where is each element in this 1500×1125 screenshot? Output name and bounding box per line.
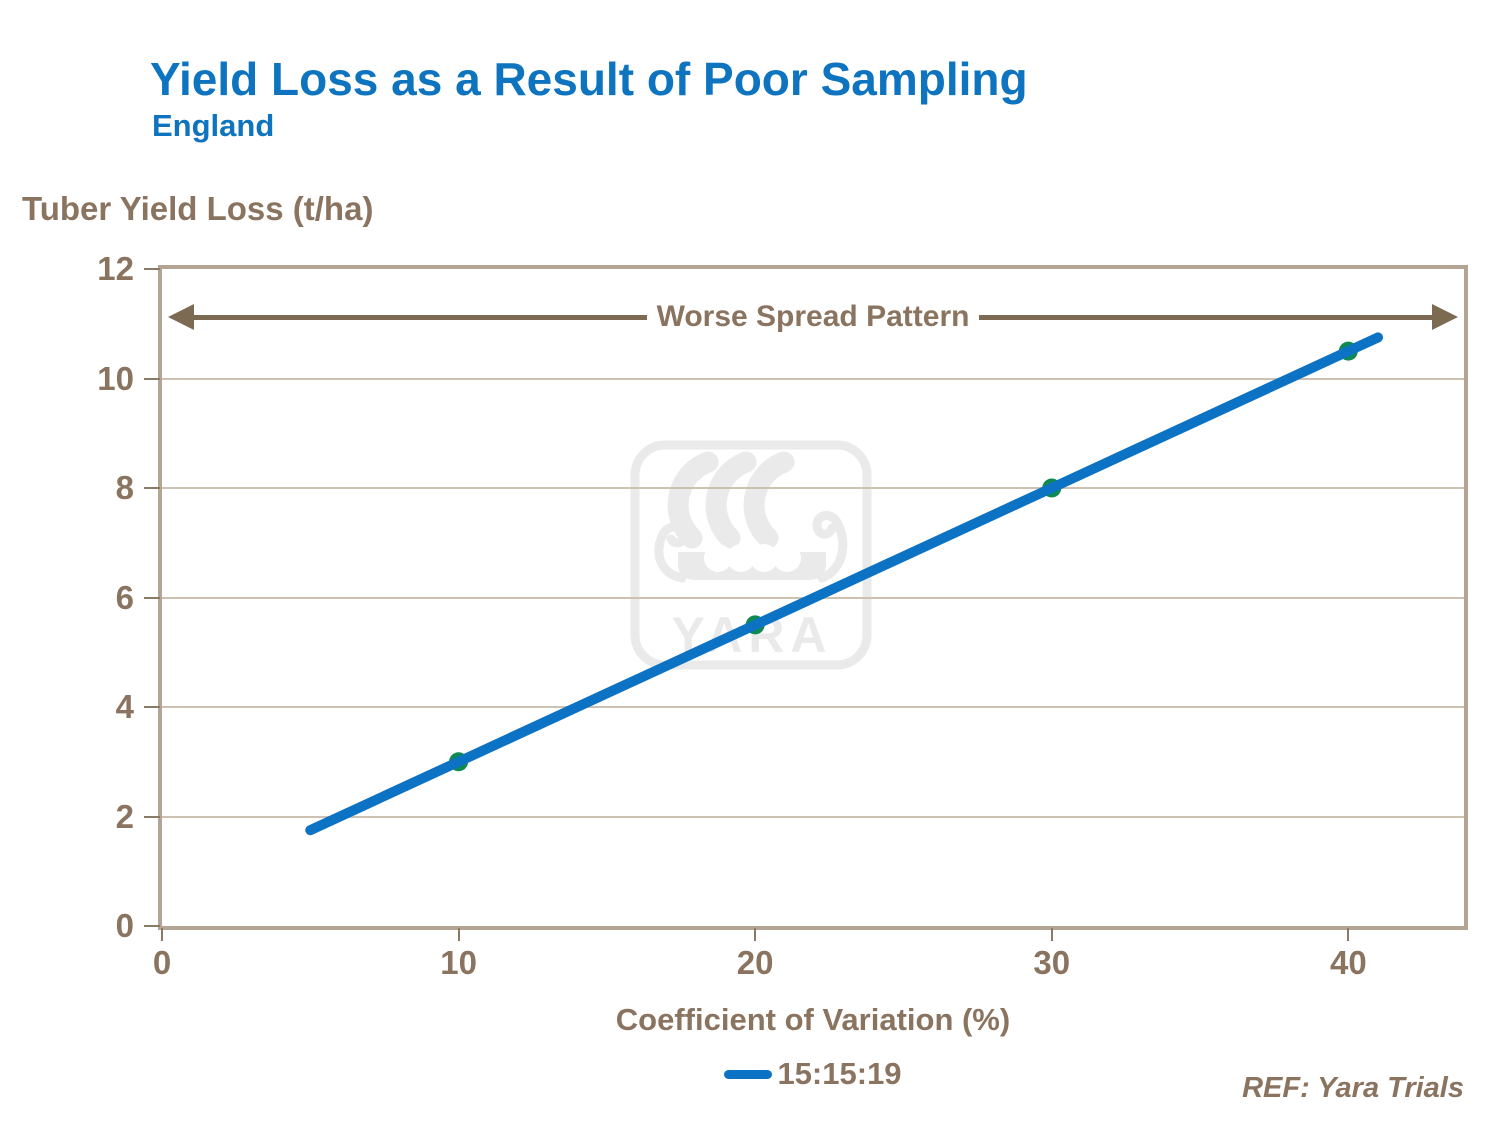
legend-line-swatch bbox=[724, 1069, 773, 1079]
reference-note: REF: Yara Trials bbox=[1242, 1072, 1464, 1104]
arrow-line-right bbox=[979, 314, 1433, 320]
legend-label: 15:15:19 bbox=[777, 1056, 902, 1091]
yara-ship-icon: YARA bbox=[630, 440, 872, 670]
yara-logo-watermark: YARA bbox=[630, 440, 872, 670]
y-tick-label: 6 bbox=[115, 578, 134, 616]
y-tick-label: 4 bbox=[115, 688, 134, 725]
y-tick-label: 10 bbox=[97, 359, 134, 397]
x-tick-label: 30 bbox=[1033, 944, 1071, 981]
annotation-label: Worse Spread Pattern bbox=[656, 300, 970, 333]
y-tick-label: 12 bbox=[97, 250, 134, 287]
gridline bbox=[162, 487, 1464, 489]
x-tick-label: 40 bbox=[1329, 944, 1367, 981]
series-line bbox=[305, 332, 1383, 836]
plot-area: YARA Worse Spread Pattern bbox=[158, 265, 1468, 930]
gridline bbox=[162, 377, 1464, 380]
arrow-line-left bbox=[194, 314, 647, 320]
x-tick-label: 10 bbox=[440, 944, 477, 981]
y-tick-label: 8 bbox=[115, 469, 134, 506]
arrow-left-head-icon bbox=[168, 304, 194, 330]
legend: 15:15:19 bbox=[158, 1056, 1468, 1092]
gridline bbox=[162, 706, 1464, 708]
y-axis-title: Tuber Yield Loss (t/ha) bbox=[22, 190, 374, 227]
x-tick-label: 20 bbox=[736, 944, 774, 981]
arrow-right-head-icon bbox=[1432, 304, 1459, 330]
worse-spread-arrow: Worse Spread Pattern bbox=[168, 300, 1459, 333]
series-svg bbox=[305, 332, 1383, 836]
chart-subtitle: England bbox=[152, 108, 275, 143]
chart-title: Yield Loss as a Result of Poor Sampling bbox=[150, 53, 1028, 105]
y-tick-label: 2 bbox=[115, 797, 134, 835]
x-axis-title: Coefficient of Variation (%) bbox=[615, 1002, 1011, 1037]
x-tick-label: 0 bbox=[152, 944, 172, 981]
gridline bbox=[162, 815, 1464, 818]
y-tick-label: 0 bbox=[115, 907, 134, 944]
